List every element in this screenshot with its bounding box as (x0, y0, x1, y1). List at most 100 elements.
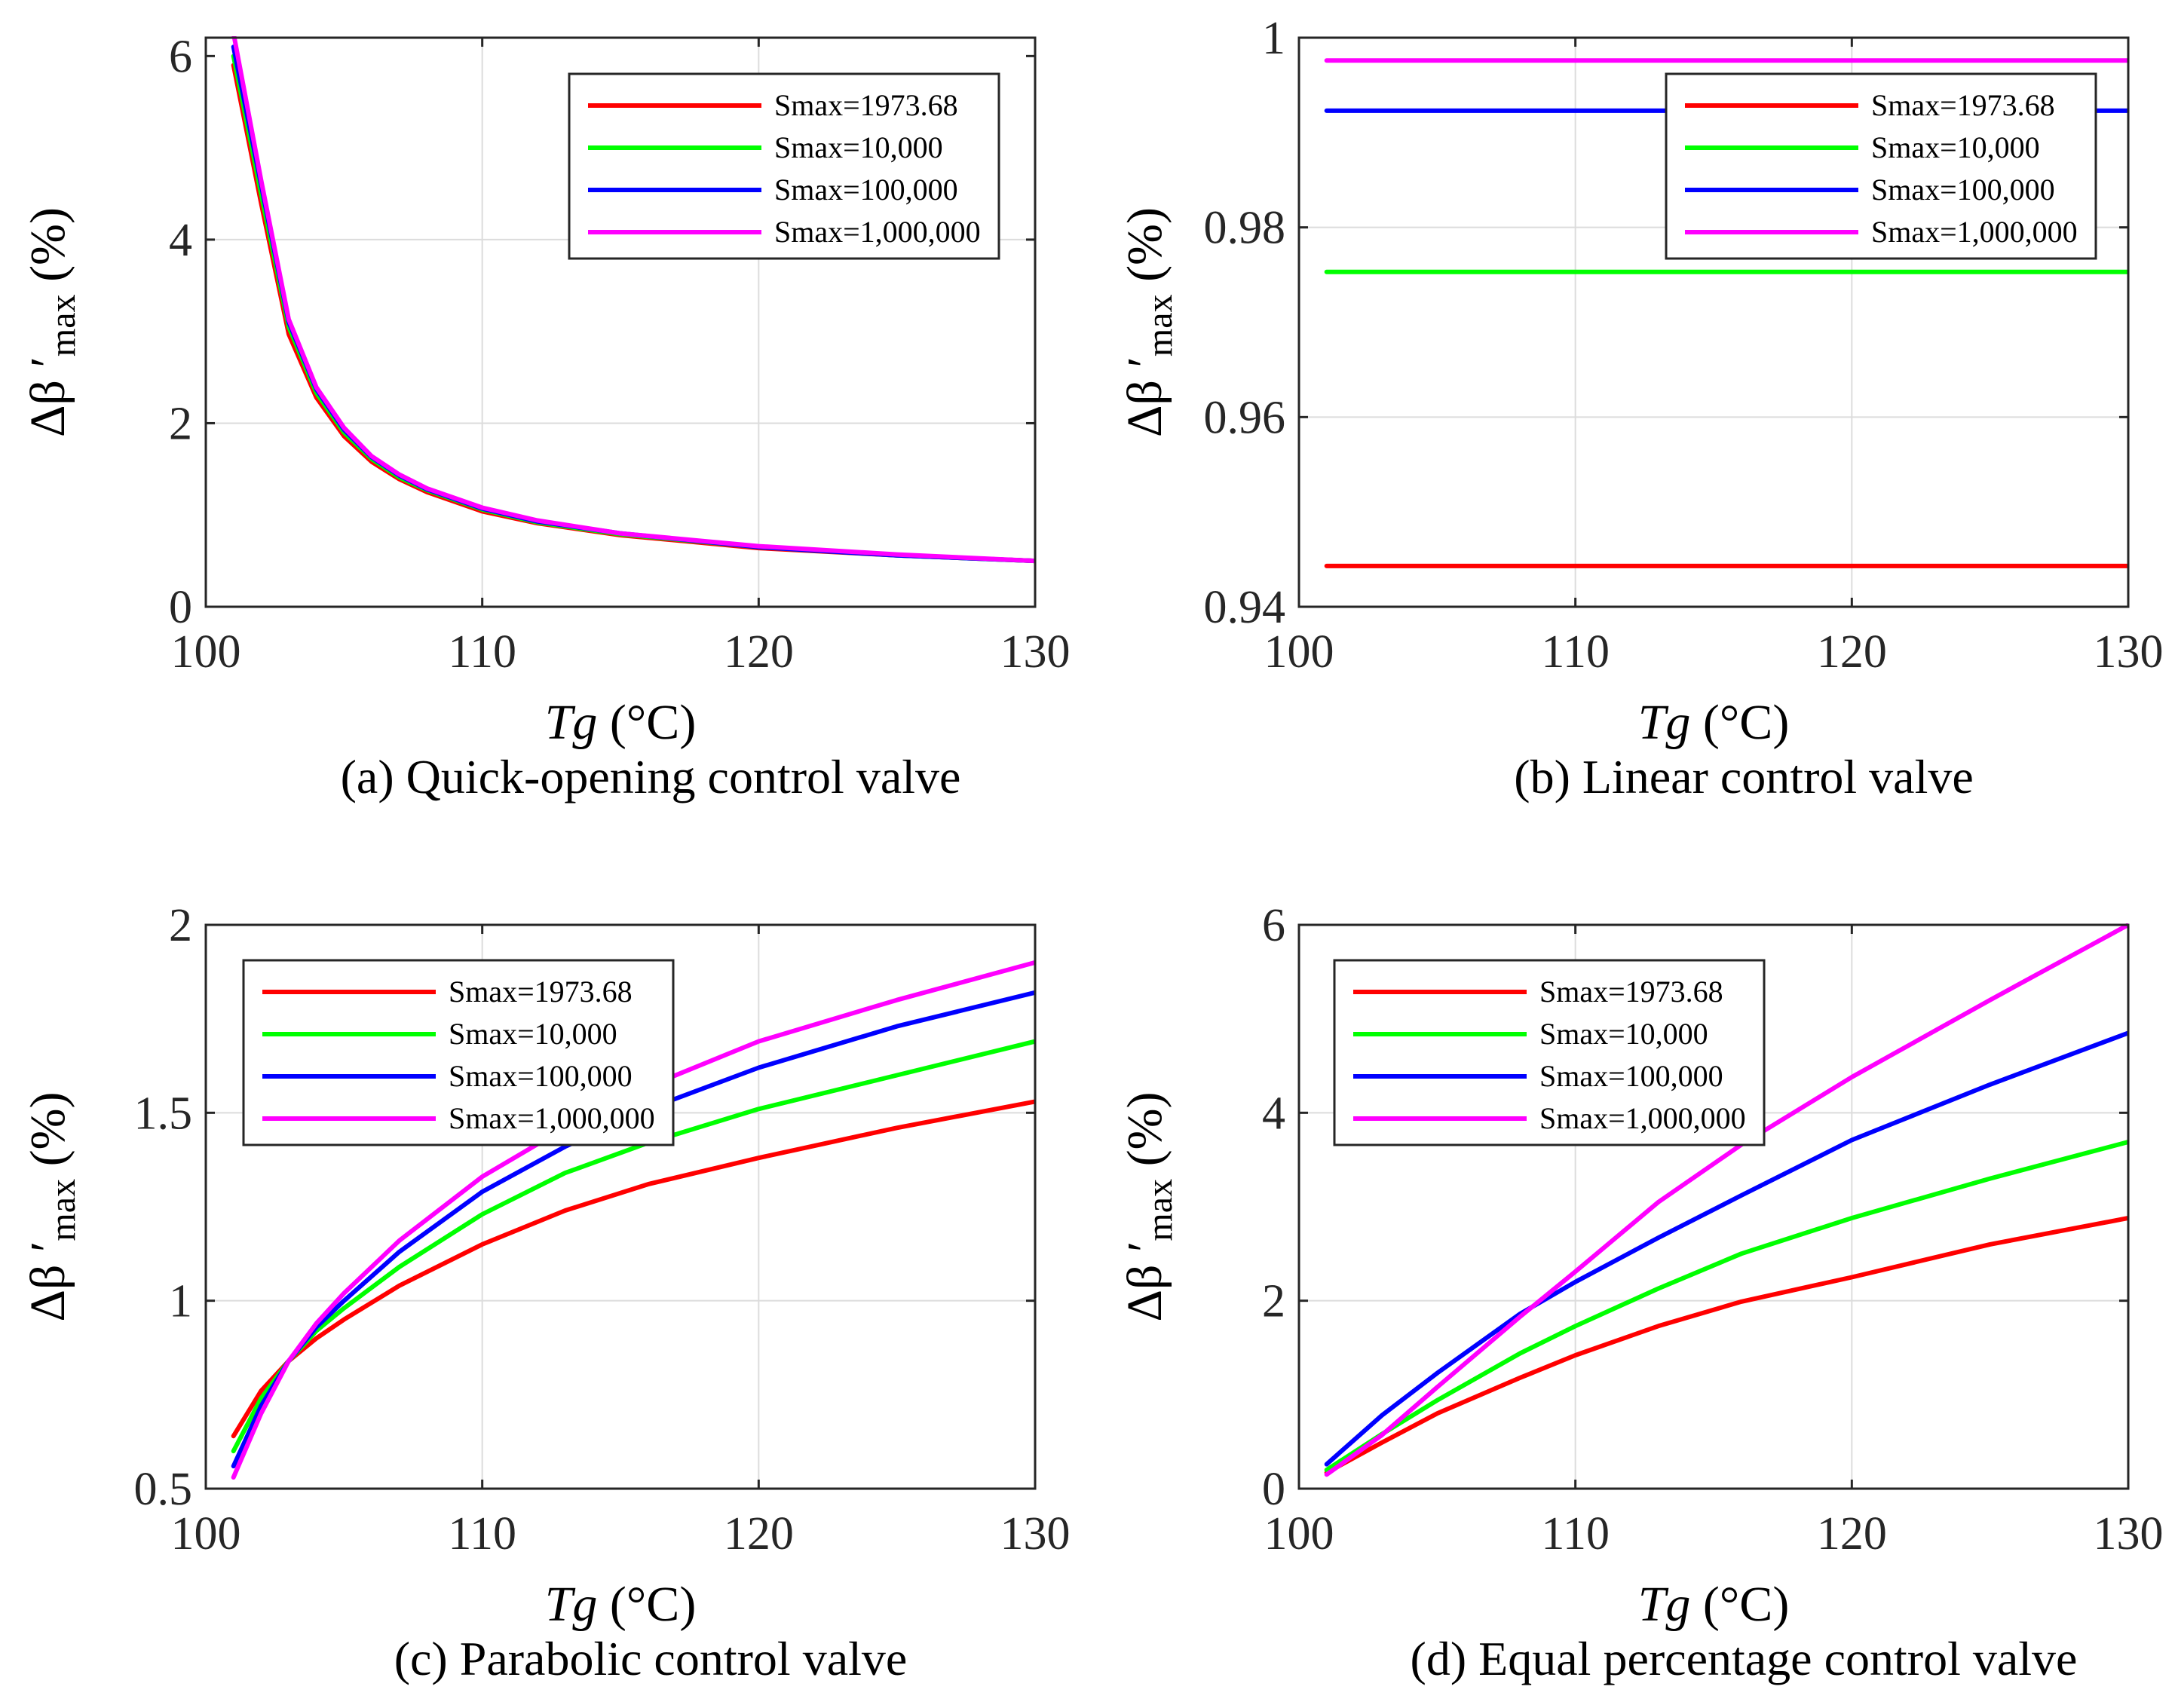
y-axis-label-sub: max (1140, 294, 1180, 357)
x-tick-label: 120 (1817, 626, 1887, 678)
legend-label: Smax=100,000 (774, 173, 958, 207)
legend-label: Smax=1973.68 (1539, 975, 1723, 1009)
series-group (231, 36, 1035, 564)
chart-panel-1: 100 110 120 130 0 2 4 6 Tg (°C) Δβ ′max (%) Smax=1… (20, 31, 1071, 803)
legend-label: Smax=1,000,000 (774, 215, 981, 249)
x-tick-label: 120 (1817, 1508, 1887, 1560)
x-axis-label-var: Tg (1638, 695, 1691, 750)
panel-caption: (b) Linear control valve (1514, 750, 1974, 803)
y-tick-label: 0 (169, 582, 192, 633)
x-tick-label: 130 (1000, 626, 1071, 678)
series-line (231, 960, 1035, 1480)
x-axis-label-unit: (°C) (1690, 695, 1789, 750)
y-tick-label: 4 (1262, 1088, 1285, 1139)
x-tick-label: 100 (1264, 626, 1334, 678)
legend: Smax=1973.68 Smax=10,000 Smax=100,000 Smax=… (1665, 72, 2097, 260)
series-group (231, 960, 1035, 1480)
y-tick-label: 4 (169, 215, 192, 266)
x-axis-label-unit: (°C) (597, 695, 696, 750)
legend-label: Smax=10,000 (1871, 130, 2040, 164)
x-axis-label-var: Tg (545, 695, 598, 750)
y-tick-label: 6 (1262, 900, 1285, 951)
x-tick-label: 100 (171, 1508, 241, 1560)
y-tick-label: 0.5 (134, 1464, 193, 1515)
x-axis-label: Tg (°C) (1638, 1577, 1790, 1632)
legend-label: Smax=10,000 (449, 1017, 617, 1051)
series-line (1324, 1216, 2128, 1475)
series-line (1324, 923, 2128, 1477)
legend-label: Smax=100,000 (449, 1059, 633, 1093)
y-axis-label: Δβ ′max (%) (20, 207, 83, 437)
panel-caption: (c) Parabolic control valve (394, 1632, 908, 1685)
legend-label: Smax=1,000,000 (1539, 1101, 1746, 1135)
x-tick-label: 100 (1264, 1508, 1334, 1560)
x-tick-label: 110 (1541, 626, 1610, 678)
x-axis-label-unit: (°C) (597, 1577, 696, 1632)
x-tick-label: 110 (448, 1508, 516, 1560)
y-tick-label: 0 (1262, 1464, 1285, 1515)
y-axis-label-sub: max (1140, 1179, 1180, 1241)
y-axis-label-unit: (%) (1117, 207, 1172, 294)
y-axis-label-sub: max (43, 1179, 83, 1241)
panel-caption: (a) Quick-opening control valve (341, 750, 961, 803)
axes-box (204, 923, 1037, 1490)
legend-label: Smax=1,000,000 (1871, 215, 2078, 249)
y-axis-label-unit: (%) (1117, 1091, 1172, 1178)
x-tick-label: 110 (448, 626, 516, 678)
y-axis-label-main: Δβ ′ (1117, 357, 1172, 437)
y-axis-label: Δβ ′max (%) (1117, 207, 1180, 437)
x-axis-label-var: Tg (1638, 1577, 1691, 1632)
y-tick-label: 0.94 (1204, 582, 1286, 633)
legend-label: Smax=1973.68 (774, 88, 958, 122)
legend-label: Smax=10,000 (774, 130, 943, 164)
series-line (1324, 1030, 2128, 1467)
y-axis-label-unit: (%) (20, 1091, 75, 1178)
legend: Smax=1973.68 Smax=10,000 Smax=100,000 Smax=… (242, 959, 675, 1146)
y-axis-label-main: Δβ ′ (20, 357, 75, 437)
series-group (1324, 923, 2128, 1477)
x-axis-label-var: Tg (545, 1577, 598, 1632)
x-axis-label: Tg (°C) (545, 1577, 697, 1632)
legend: Smax=1973.68 Smax=10,000 Smax=100,000 Smax=… (568, 72, 1000, 260)
y-tick-label: 0.98 (1204, 203, 1286, 254)
y-tick-label: 0.96 (1204, 392, 1286, 443)
y-axis-label-sub: max (43, 294, 83, 357)
x-tick-label: 130 (1000, 1508, 1071, 1560)
legend-label: Smax=1973.68 (449, 975, 633, 1009)
x-axis-label: Tg (°C) (545, 695, 697, 750)
axes-box (1297, 36, 2130, 608)
x-axis-label: Tg (°C) (1638, 695, 1790, 750)
chart-panel-4: 100 110 120 130 0 2 4 6 Tg (°C) Δβ ′max (%) Smax=1… (1117, 900, 2164, 1685)
x-tick-label: 120 (724, 626, 794, 678)
x-tick-label: 100 (171, 626, 241, 678)
y-tick-label: 2 (1262, 1276, 1285, 1327)
legend-label: Smax=10,000 (1539, 1017, 1708, 1051)
chart-panel-2: 100 110 120 130 0.94 0.96 0.98 1 Tg (°C) Δβ ′max … (1117, 13, 2164, 803)
y-axis-label: Δβ ′max (%) (1117, 1091, 1180, 1321)
y-axis-label-main: Δβ ′ (1117, 1241, 1172, 1322)
legend-label: Smax=100,000 (1871, 173, 2055, 207)
y-axis-label: Δβ ′max (%) (20, 1091, 83, 1321)
y-axis-label-unit: (%) (20, 207, 75, 294)
x-tick-label: 120 (724, 1508, 794, 1560)
x-axis-label-unit: (°C) (1690, 1577, 1789, 1632)
axes-box (204, 36, 1037, 608)
series-line (231, 1099, 1035, 1439)
y-axis-label-main: Δβ ′ (20, 1241, 75, 1322)
legend-label: Smax=1973.68 (1871, 88, 2055, 122)
y-tick-label: 1 (1262, 13, 1285, 64)
y-tick-label: 1 (169, 1276, 192, 1327)
x-tick-label: 130 (2094, 1508, 2164, 1560)
legend: Smax=1973.68 Smax=10,000 Smax=100,000 Smax=… (1333, 959, 1766, 1146)
y-tick-label: 1.5 (134, 1088, 193, 1139)
y-tick-label: 2 (169, 398, 192, 449)
y-tick-label: 2 (169, 900, 192, 951)
panel-caption: (d) Equal percentage control valve (1411, 1632, 2078, 1685)
legend-label: Smax=100,000 (1539, 1059, 1723, 1093)
series-line (231, 36, 1035, 564)
axes-box (1297, 923, 2130, 1490)
series-line (1324, 1140, 2128, 1473)
legend-label: Smax=1,000,000 (449, 1101, 655, 1135)
x-tick-label: 110 (1541, 1508, 1610, 1560)
